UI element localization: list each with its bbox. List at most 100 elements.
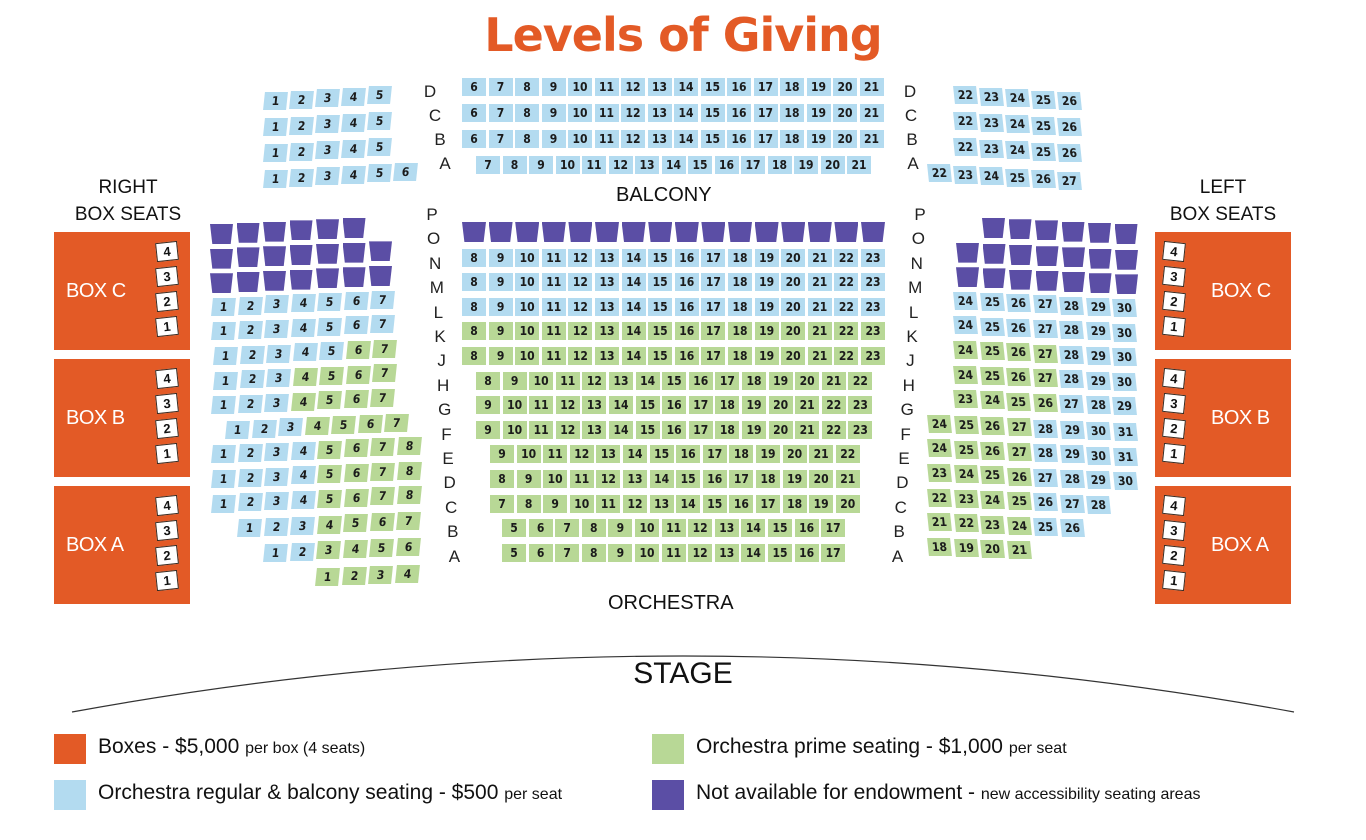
- orchestra-seat[interactable]: 16: [662, 420, 687, 439]
- orchestra-seat[interactable]: 19: [754, 347, 779, 365]
- orchestra-seat[interactable]: 11: [529, 396, 554, 415]
- orchestra-seat[interactable]: 15: [635, 396, 660, 415]
- orchestra-seat[interactable]: 12: [582, 371, 607, 390]
- orchestra-seat[interactable]: 6: [343, 316, 369, 335]
- orchestra-seat[interactable]: 17: [729, 470, 754, 488]
- accessibility-seat[interactable]: [210, 248, 233, 269]
- orchestra-seat[interactable]: 11: [541, 347, 566, 365]
- balcony-seat[interactable]: 14: [674, 78, 698, 96]
- orchestra-seat[interactable]: 25: [1033, 518, 1058, 536]
- accessibility-seat[interactable]: [369, 241, 392, 262]
- orchestra-seat[interactable]: 9: [608, 519, 633, 538]
- orchestra-seat[interactable]: 17: [702, 445, 727, 464]
- balcony-seat[interactable]: 10: [568, 130, 592, 148]
- orchestra-seat[interactable]: 4: [290, 491, 316, 509]
- orchestra-seat[interactable]: 3: [264, 492, 289, 511]
- accessibility-seat[interactable]: [861, 222, 885, 242]
- box-seat[interactable]: 3: [155, 265, 179, 288]
- orchestra-seat[interactable]: 29: [1085, 322, 1111, 341]
- orchestra-seat[interactable]: 3: [264, 393, 289, 412]
- orchestra-seat[interactable]: 21: [795, 420, 820, 439]
- orchestra-seat[interactable]: 11: [596, 494, 621, 513]
- balcony-seat[interactable]: 19: [806, 130, 831, 148]
- orchestra-seat[interactable]: 26: [1006, 318, 1031, 337]
- orchestra-seat[interactable]: 26: [1033, 493, 1058, 512]
- orchestra-seat[interactable]: 27: [1059, 395, 1084, 413]
- accessibility-seat[interactable]: [515, 222, 540, 242]
- balcony-seat[interactable]: 8: [502, 156, 527, 174]
- accessibility-seat[interactable]: [1009, 269, 1032, 290]
- orchestra-seat[interactable]: 22: [848, 371, 873, 390]
- orchestra-seat[interactable]: 13: [595, 248, 619, 267]
- orchestra-seat[interactable]: 3: [290, 516, 315, 535]
- balcony-seat[interactable]: 8: [515, 130, 539, 148]
- box-seat[interactable]: 2: [155, 544, 179, 567]
- balcony-seat[interactable]: 12: [608, 156, 633, 174]
- balcony-seat[interactable]: 1: [263, 144, 288, 162]
- orchestra-seat[interactable]: 8: [462, 273, 486, 292]
- accessibility-seat[interactable]: [1114, 224, 1138, 244]
- accessibility-seat[interactable]: [236, 222, 260, 243]
- orchestra-seat[interactable]: 14: [676, 494, 701, 513]
- balcony-seat[interactable]: 10: [555, 156, 580, 174]
- orchestra-seat[interactable]: 10: [543, 470, 568, 488]
- accessibility-seat[interactable]: [1115, 249, 1138, 270]
- orchestra-seat[interactable]: 15: [702, 494, 727, 513]
- balcony-seat[interactable]: 8: [515, 78, 539, 96]
- accessibility-seat[interactable]: [462, 222, 486, 242]
- orchestra-seat[interactable]: 13: [595, 297, 619, 316]
- orchestra-seat[interactable]: 25: [953, 440, 979, 459]
- balcony-seat[interactable]: 10: [568, 104, 592, 122]
- balcony-seat[interactable]: 14: [674, 104, 698, 122]
- orchestra-seat[interactable]: 22: [834, 347, 859, 365]
- orchestra-seat[interactable]: 19: [754, 248, 779, 267]
- balcony-seat[interactable]: 1: [263, 92, 288, 110]
- orchestra-seat[interactable]: 28: [1059, 321, 1084, 340]
- orchestra-seat[interactable]: 11: [541, 322, 566, 341]
- orchestra-seat[interactable]: 1: [211, 445, 236, 464]
- accessibility-seat[interactable]: [316, 268, 339, 289]
- balcony-seat[interactable]: 2: [289, 168, 314, 187]
- balcony-seat[interactable]: 10: [568, 78, 592, 96]
- orchestra-seat[interactable]: 18: [728, 248, 752, 267]
- orchestra-seat[interactable]: 18: [715, 396, 740, 415]
- orchestra-seat[interactable]: 9: [502, 371, 527, 390]
- box-seat[interactable]: 1: [155, 315, 179, 338]
- orchestra-seat[interactable]: 17: [701, 273, 726, 292]
- accessibility-seat[interactable]: [674, 222, 699, 242]
- orchestra-seat[interactable]: 22: [927, 488, 952, 507]
- balcony-seat[interactable]: 4: [341, 113, 366, 132]
- orchestra-seat[interactable]: 18: [729, 445, 754, 464]
- orchestra-seat[interactable]: 24: [980, 491, 1005, 509]
- orchestra-seat[interactable]: 1: [211, 396, 236, 415]
- orchestra-seat[interactable]: 8: [462, 297, 486, 316]
- orchestra-seat[interactable]: 5: [343, 514, 368, 533]
- orchestra-seat[interactable]: 26: [1032, 393, 1058, 412]
- balcony-seat[interactable]: 19: [806, 104, 831, 122]
- accessibility-seat[interactable]: [834, 222, 859, 242]
- accessibility-seat[interactable]: [1115, 274, 1138, 295]
- box-seat[interactable]: 2: [1162, 290, 1186, 313]
- orchestra-seat[interactable]: 10: [515, 248, 540, 267]
- box-seat[interactable]: 2: [1162, 417, 1186, 440]
- orchestra-seat[interactable]: 24: [979, 391, 1005, 410]
- orchestra-seat[interactable]: 20: [835, 494, 860, 513]
- balcony-seat[interactable]: 18: [780, 130, 804, 148]
- box-seat[interactable]: 3: [155, 392, 179, 415]
- orchestra-seat[interactable]: 30: [1086, 446, 1111, 465]
- orchestra-seat[interactable]: 11: [569, 470, 594, 488]
- box-seat[interactable]: 4: [1162, 494, 1186, 517]
- balcony-seat[interactable]: 1: [263, 118, 288, 136]
- orchestra-seat[interactable]: 28: [1059, 296, 1084, 315]
- orchestra-seat[interactable]: 1: [263, 543, 288, 562]
- balcony-seat[interactable]: 24: [1005, 89, 1030, 107]
- orchestra-seat[interactable]: 23: [848, 396, 873, 415]
- orchestra-seat[interactable]: 13: [595, 273, 619, 292]
- orchestra-seat[interactable]: 23: [861, 347, 885, 365]
- box-seat[interactable]: 4: [155, 240, 179, 263]
- balcony-seat[interactable]: 11: [594, 104, 619, 122]
- accessibility-seat[interactable]: [342, 267, 366, 288]
- orchestra-seat[interactable]: 14: [635, 371, 660, 390]
- orchestra-seat[interactable]: 11: [529, 420, 554, 439]
- orchestra-seat[interactable]: 10: [635, 519, 659, 538]
